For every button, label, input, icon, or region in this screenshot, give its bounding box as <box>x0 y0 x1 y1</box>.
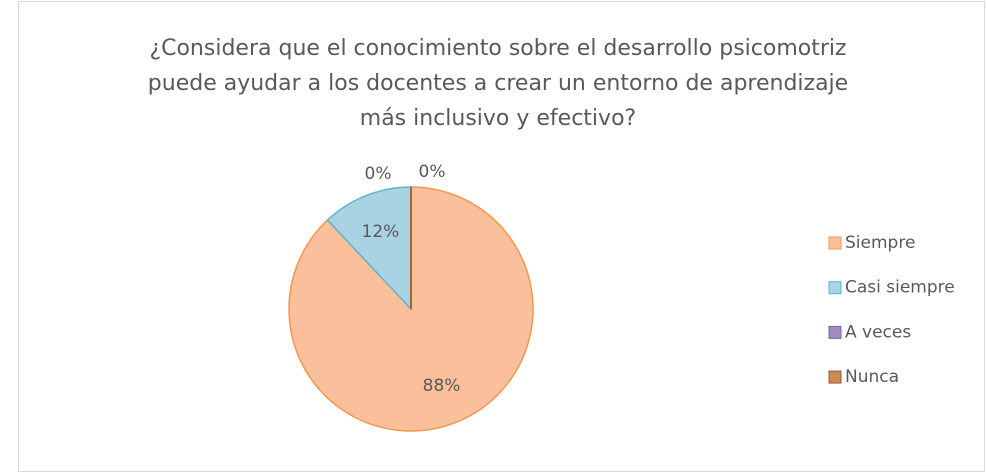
chart-title: ¿Considera que el conocimiento sobre el … <box>149 36 846 61</box>
legend-swatch <box>828 370 842 384</box>
pie-slice <box>326 186 412 311</box>
chart-title: puede ayudar a los docentes a crear un e… <box>148 71 848 96</box>
legend-swatch <box>828 325 842 339</box>
legend-label: Casi siempre <box>845 278 955 298</box>
legend-swatch <box>828 236 842 250</box>
legend-label: Nunca <box>845 367 899 387</box>
legend-label: A veces <box>845 322 911 342</box>
chart-title: más inclusivo y efectivo? <box>360 106 636 131</box>
data-label: 12% <box>362 222 400 242</box>
legend-label: Siempre <box>845 233 915 253</box>
data-label: 0% <box>419 162 446 182</box>
data-label: 88% <box>423 376 461 396</box>
legend-swatch <box>828 281 842 295</box>
data-label: 0% <box>365 164 392 184</box>
